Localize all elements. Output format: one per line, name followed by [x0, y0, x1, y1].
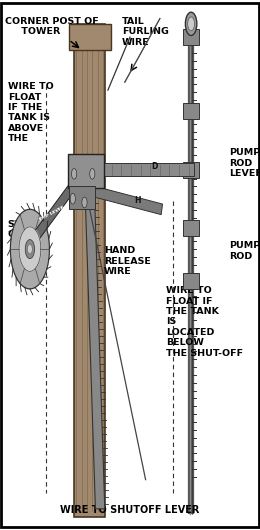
Circle shape — [72, 169, 77, 179]
Text: PUMP
ROD: PUMP ROD — [229, 241, 260, 261]
Bar — [183, 273, 199, 289]
Circle shape — [188, 17, 194, 31]
Polygon shape — [19, 227, 41, 271]
Bar — [68, 154, 104, 188]
Circle shape — [28, 244, 32, 254]
Circle shape — [82, 197, 87, 208]
Circle shape — [70, 193, 75, 204]
Polygon shape — [85, 191, 105, 509]
Circle shape — [25, 240, 35, 259]
Bar — [183, 103, 199, 119]
Circle shape — [90, 169, 95, 179]
Polygon shape — [81, 183, 162, 215]
Polygon shape — [31, 183, 73, 246]
Bar — [74, 24, 105, 517]
Polygon shape — [10, 209, 49, 289]
Bar — [69, 186, 95, 209]
Text: WIRE TO
FLOAT
IF THE
TANK IS
ABOVE
THE: WIRE TO FLOAT IF THE TANK IS ABOVE THE — [8, 82, 54, 143]
Bar — [69, 24, 110, 50]
Text: SHUT -
OFF: SHUT - OFF — [8, 220, 44, 240]
Text: HAND
RELEASE
WIRE: HAND RELEASE WIRE — [104, 246, 151, 276]
Bar — [183, 29, 199, 45]
Text: TRIP LEVER: TRIP LEVER — [39, 205, 65, 222]
Text: PUMP
ROD
LEVER: PUMP ROD LEVER — [229, 148, 260, 178]
Text: CORNER POST OF
     TOWER: CORNER POST OF TOWER — [5, 17, 99, 37]
Text: H: H — [135, 196, 141, 205]
Text: D: D — [152, 163, 158, 171]
Text: WIRE TO SHUTOFF LEVER: WIRE TO SHUTOFF LEVER — [60, 505, 200, 515]
Text: WIRE TO
FLOAT IF
THE TANK
IS
LOCATED
BELOW
THE SHUT-OFF: WIRE TO FLOAT IF THE TANK IS LOCATED BEL… — [166, 286, 244, 358]
Bar — [183, 162, 199, 178]
Bar — [183, 220, 199, 236]
Circle shape — [185, 12, 197, 36]
Bar — [78, 163, 194, 176]
Text: TAIL
FURLING
WIRE: TAIL FURLING WIRE — [122, 17, 169, 47]
